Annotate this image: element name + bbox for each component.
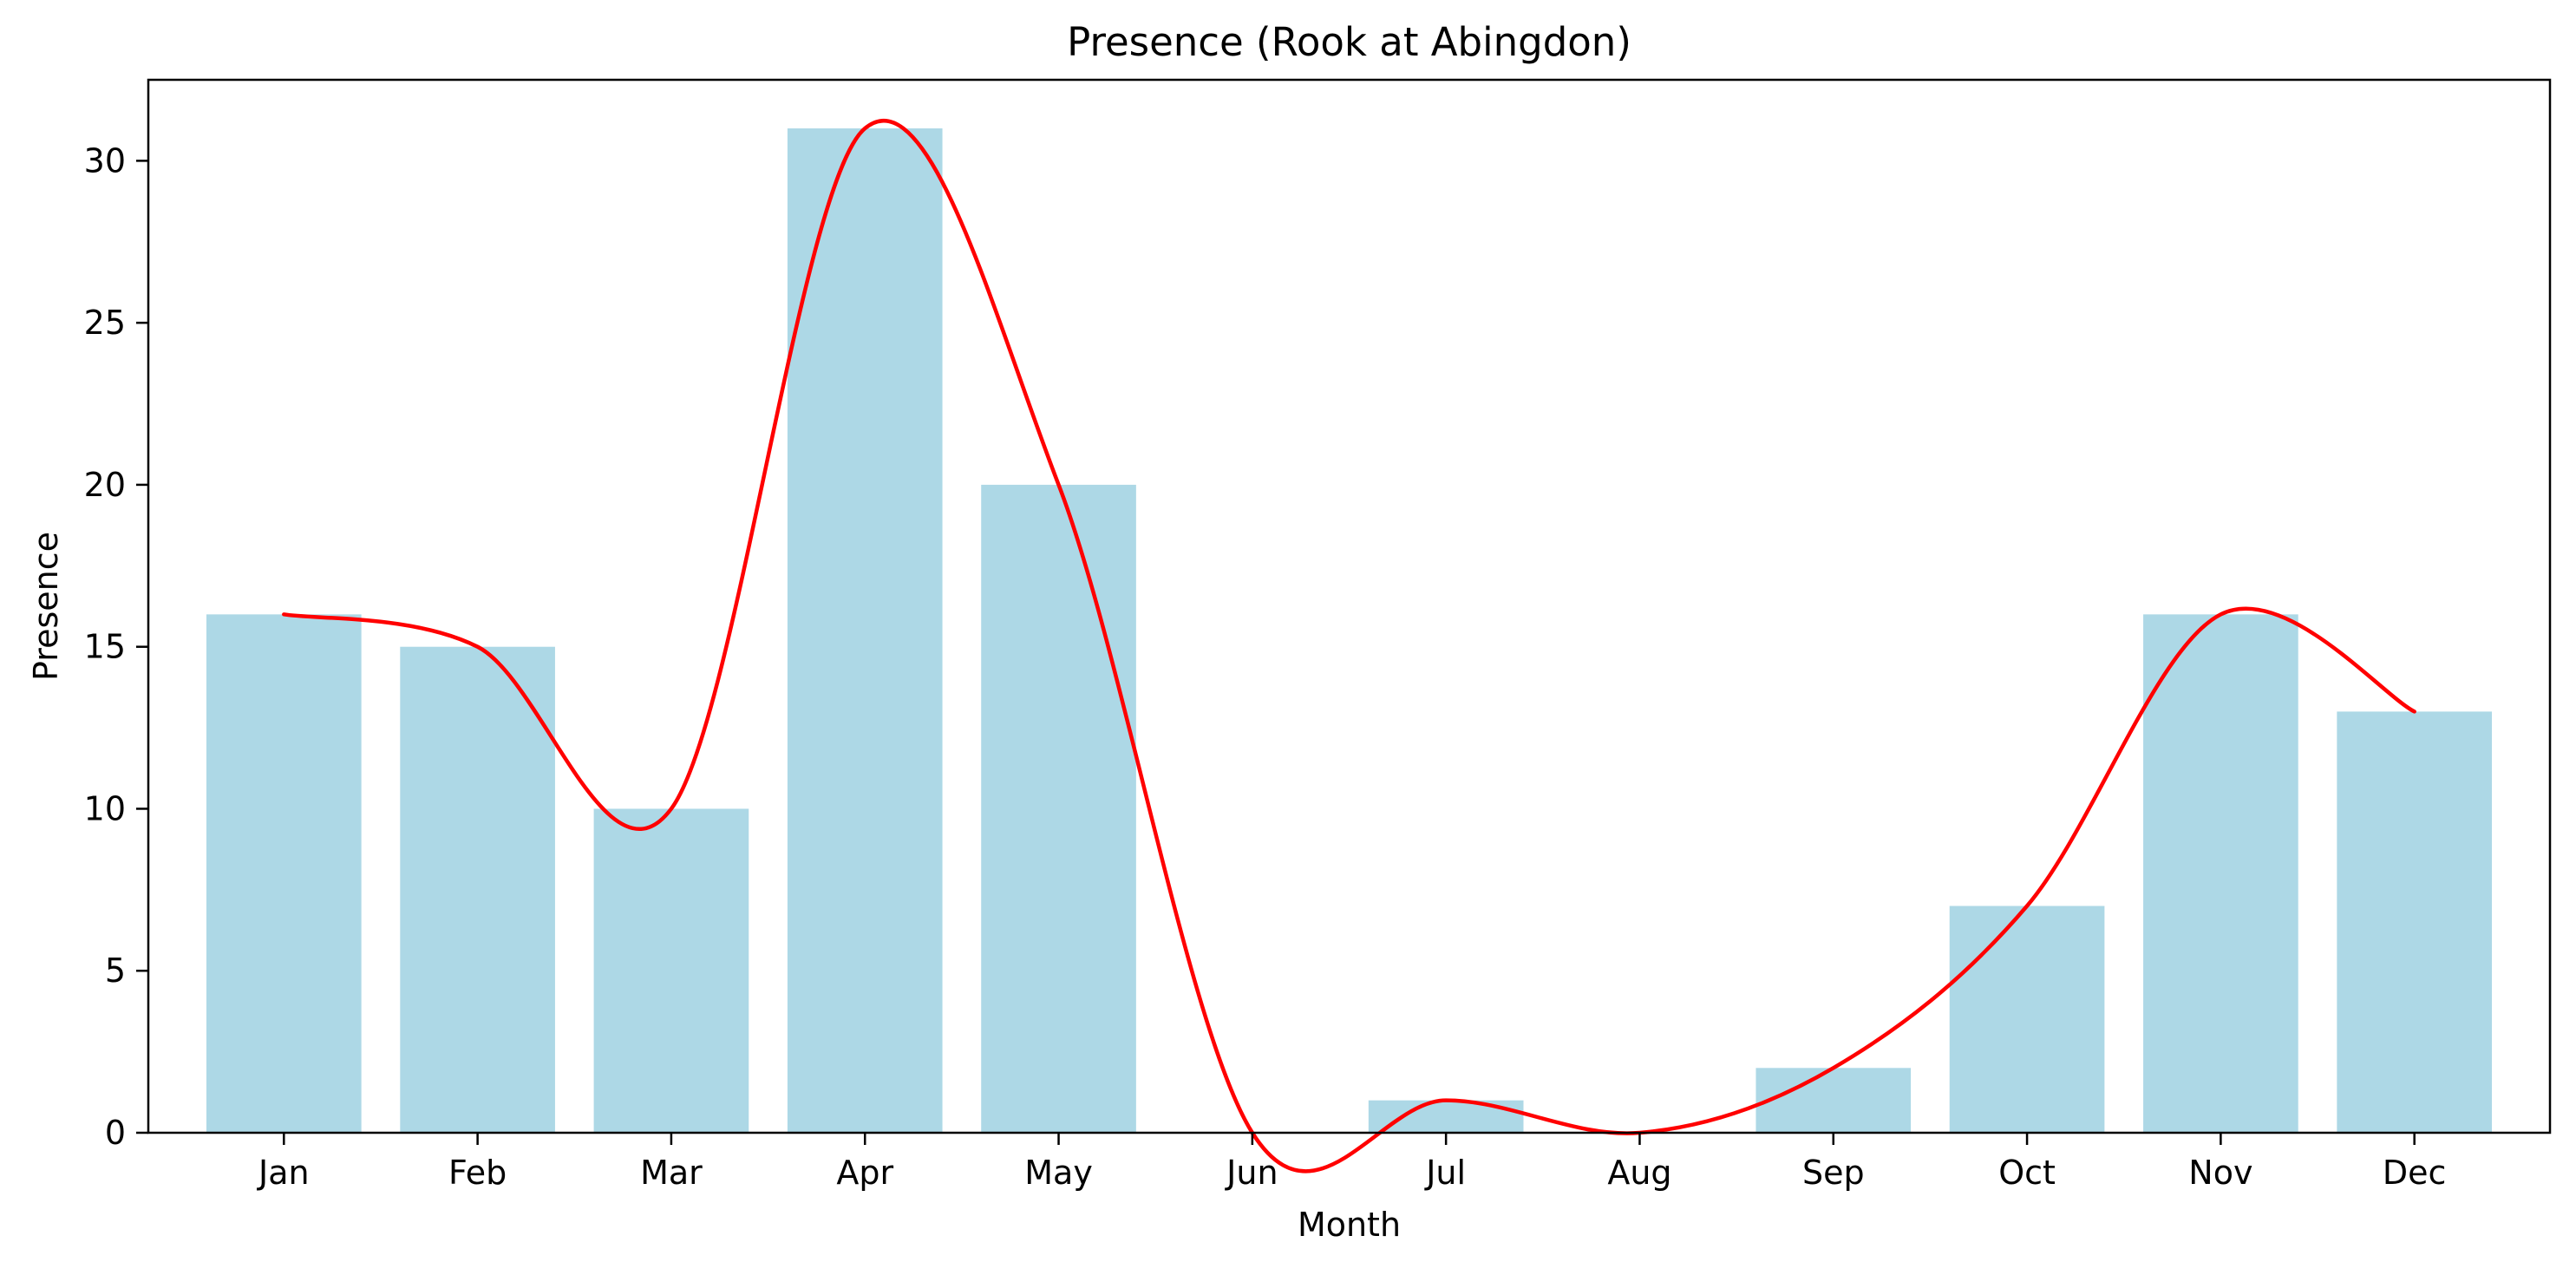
x-tick-label-mar: Mar [640, 1154, 703, 1192]
y-tick-label: 5 [105, 951, 126, 990]
bar-dec [2337, 711, 2493, 1133]
bars-layer [206, 128, 2493, 1133]
bar-mar [593, 808, 749, 1133]
chart-title: Presence (Rook at Abingdon) [1067, 19, 1631, 65]
x-tick-label-nov: Nov [2188, 1154, 2252, 1192]
x-tick-label-feb: Feb [448, 1154, 507, 1192]
bar-may [981, 484, 1136, 1133]
x-tick-label-jul: Jul [1424, 1154, 1466, 1192]
y-tick-label: 20 [84, 466, 126, 504]
x-axis-label: Month [1298, 1206, 1401, 1244]
x-axis: Jan Feb Mar Apr May Jun Jul Aug Sep Oct Nov Dec [257, 1133, 2446, 1192]
x-tick-label-sep: Sep [1802, 1154, 1865, 1192]
x-tick-label-jan: Jan [257, 1154, 310, 1192]
y-axis: 0 5 10 15 20 25 30 [84, 141, 148, 1152]
x-tick-label-oct: Oct [1998, 1154, 2056, 1192]
y-tick-label: 30 [84, 141, 126, 180]
bar-feb [400, 646, 555, 1133]
y-tick-label: 15 [84, 628, 126, 666]
x-tick-label-apr: Apr [836, 1154, 893, 1192]
bar-nov [2143, 614, 2298, 1133]
line-layer [282, 119, 2416, 1174]
bar-sep [1755, 1068, 1912, 1133]
y-tick-label: 25 [84, 304, 126, 342]
bar-apr [787, 128, 943, 1133]
plot-area-frame [147, 78, 2552, 1134]
x-tick-label-aug: Aug [1607, 1154, 1671, 1192]
y-tick-label: 0 [105, 1114, 126, 1152]
y-axis-label: Presence [27, 532, 65, 681]
bar-jan [206, 614, 362, 1133]
bar-oct [1949, 906, 2105, 1133]
x-tick-label-may: May [1024, 1154, 1093, 1192]
trend-line [282, 119, 2416, 1174]
x-tick-label-jun: Jun [1225, 1154, 1278, 1192]
bar-jul [1368, 1100, 1524, 1133]
y-tick-label: 10 [84, 789, 126, 827]
x-tick-label-dec: Dec [2383, 1154, 2447, 1192]
